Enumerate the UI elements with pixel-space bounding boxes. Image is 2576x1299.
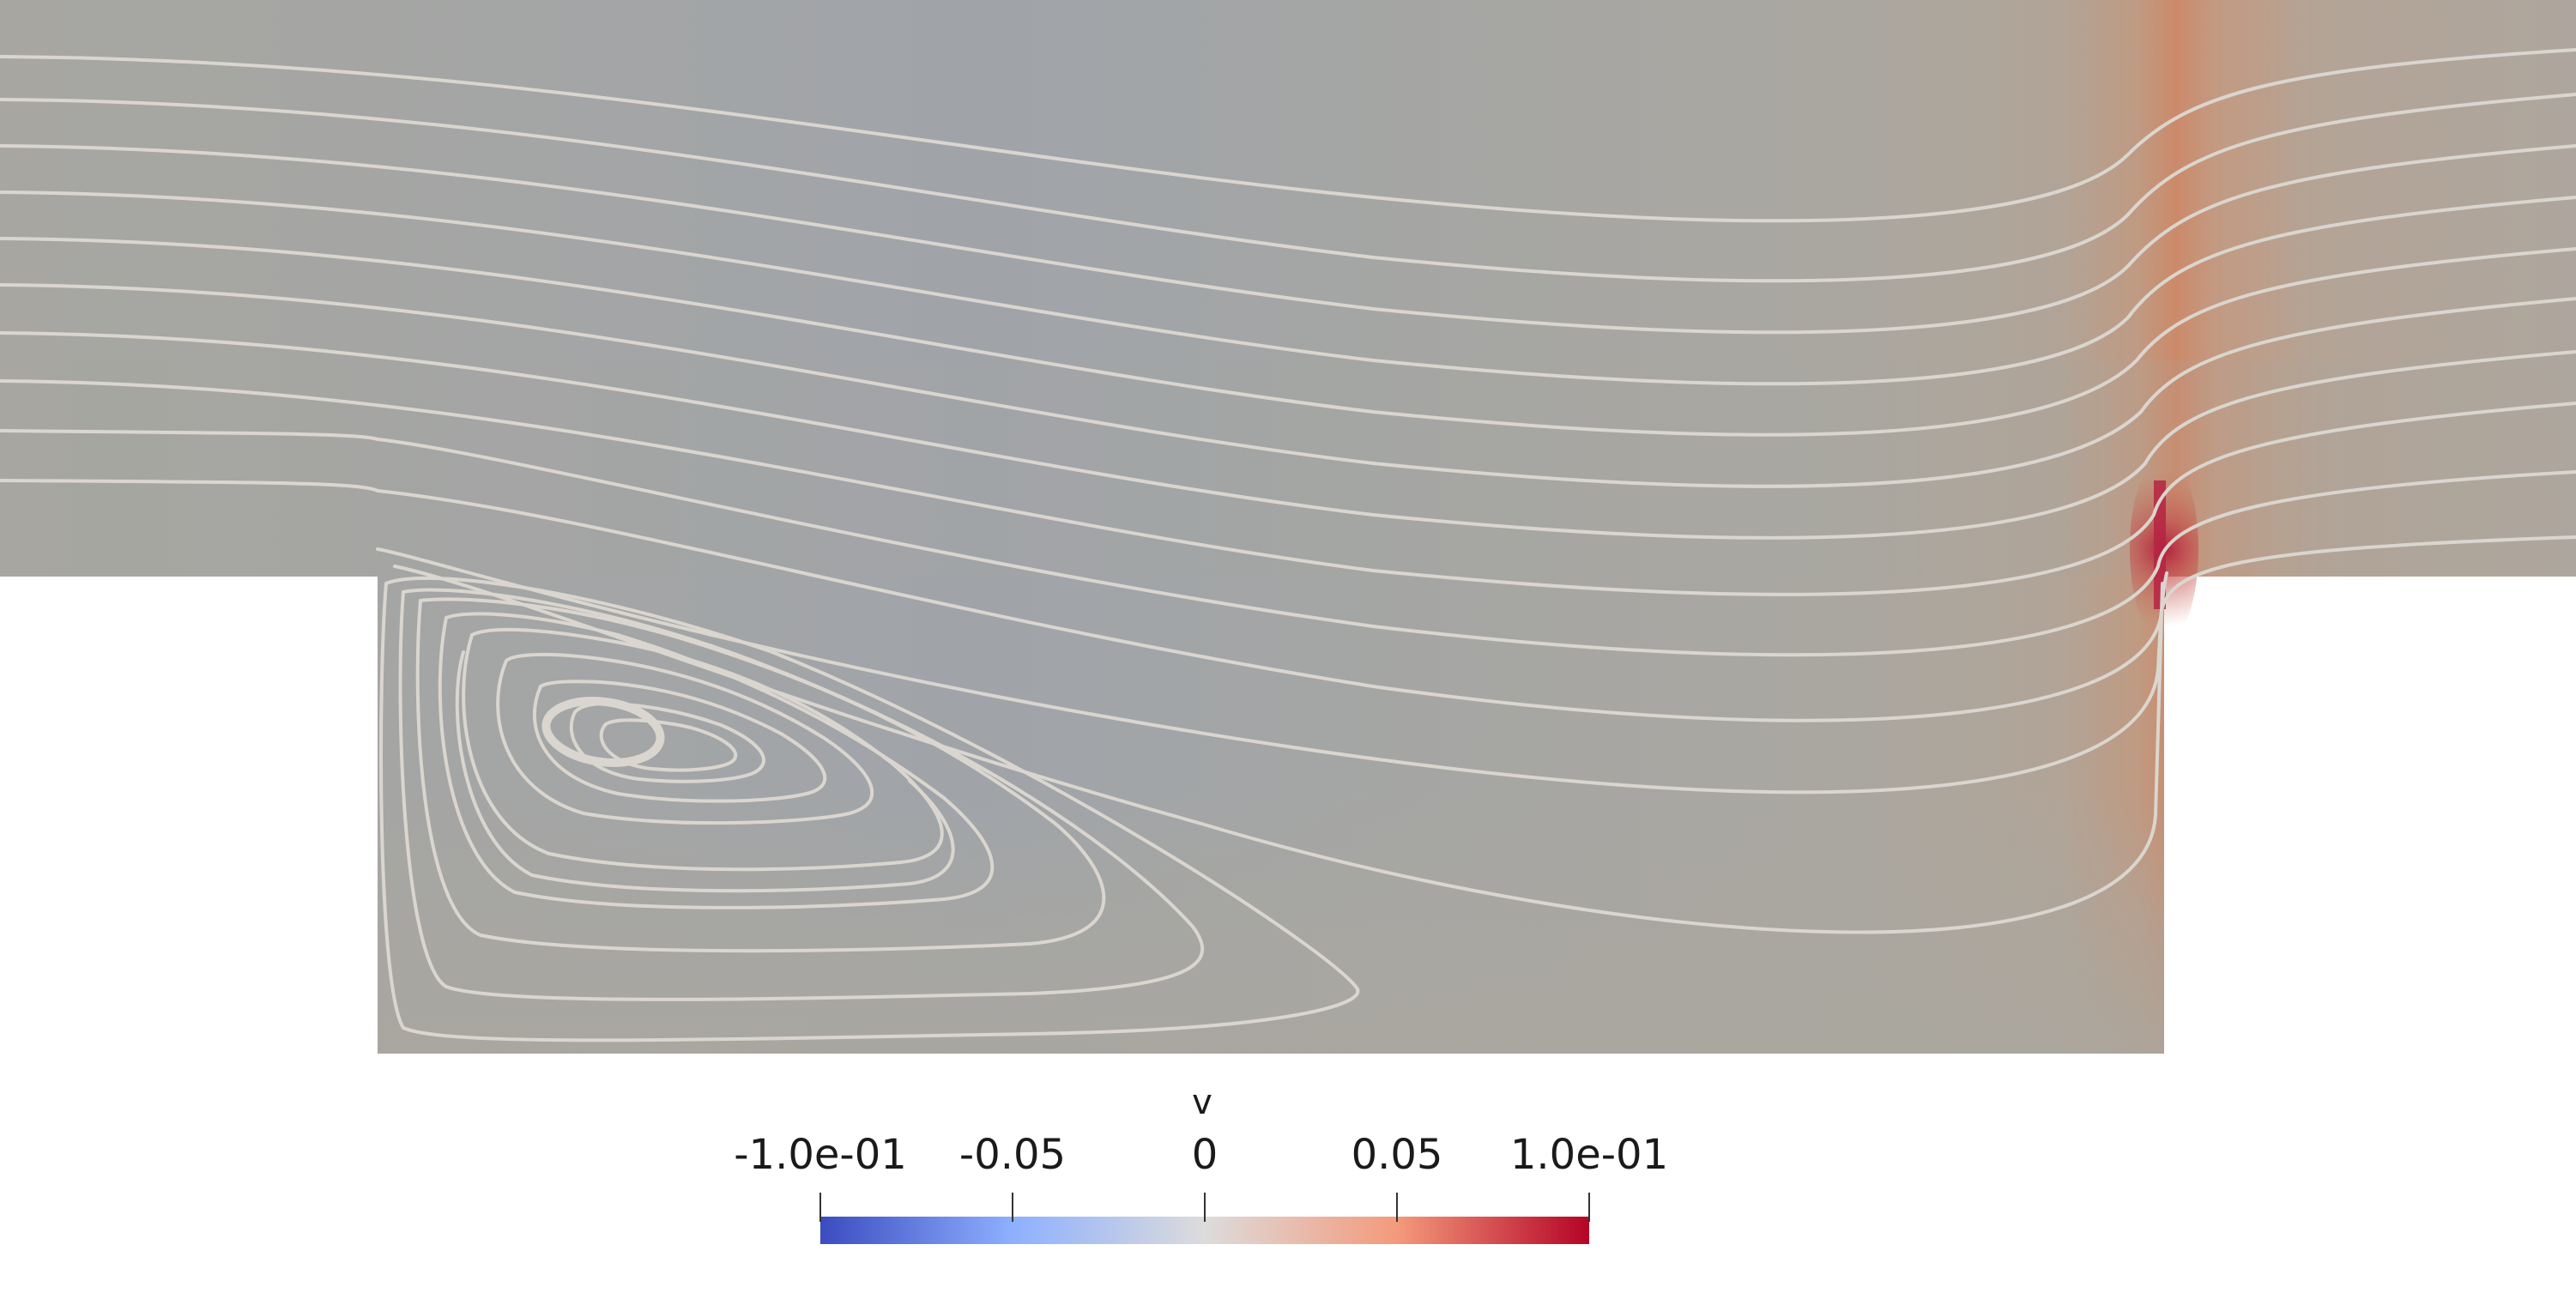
colorbar-tick-label: 0.05 [1351, 1131, 1443, 1179]
streamlines [0, 48, 2576, 1042]
colorbar-ticks [819, 1193, 1590, 1222]
colorbar-tick-label: -1.0e-01 [734, 1131, 907, 1179]
colorbar-tick-label: 0 [1191, 1131, 1218, 1179]
colorbar-tick-label: 1.0e-01 [1509, 1131, 1669, 1179]
colorbar-title: v [1192, 1083, 1212, 1122]
colorbar-tick-label: -0.05 [958, 1131, 1067, 1179]
